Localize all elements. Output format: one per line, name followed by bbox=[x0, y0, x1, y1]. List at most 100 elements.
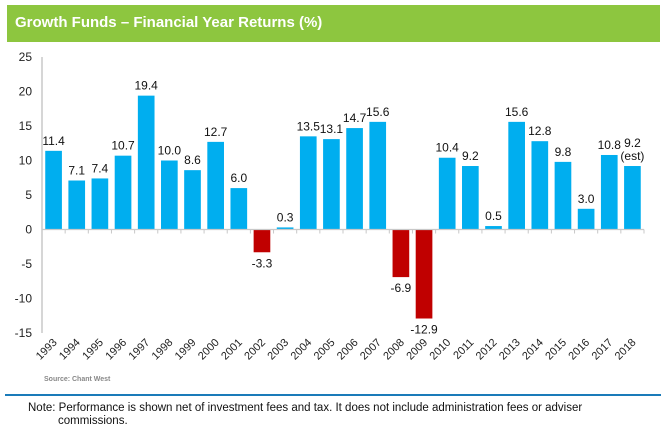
data-label-2009: -12.9 bbox=[410, 323, 438, 337]
y-tick-label: 10 bbox=[19, 154, 33, 168]
data-label-2000: 12.7 bbox=[204, 125, 228, 139]
data-label-2015: 9.8 bbox=[555, 145, 572, 159]
data-label-1998: 10.0 bbox=[158, 144, 182, 158]
y-tick-label: 25 bbox=[19, 50, 33, 64]
bar-1993 bbox=[45, 150, 62, 230]
bar-2014 bbox=[531, 141, 549, 230]
footnote-line-2: commissions. bbox=[58, 415, 128, 427]
footnote-line-1: Note: Performance is shown net of invest… bbox=[28, 402, 583, 414]
bar-2016 bbox=[577, 208, 595, 230]
data-label-2002: -3.3 bbox=[252, 256, 273, 270]
x-tick-label: 2012 bbox=[474, 337, 500, 363]
bar-2010 bbox=[438, 157, 456, 230]
x-tick-label: 1999 bbox=[173, 337, 199, 363]
x-tick-label: 2010 bbox=[428, 337, 454, 363]
bar-2017 bbox=[600, 154, 618, 230]
data-label-1994: 7.1 bbox=[68, 164, 85, 178]
x-tick-label: 1993 bbox=[34, 337, 60, 363]
chart-title: Growth Funds – Financial Year Returns (%… bbox=[15, 14, 323, 31]
x-tick-label: 2014 bbox=[520, 337, 546, 363]
data-label-2018: 9.2 bbox=[624, 136, 641, 150]
x-tick-label: 1996 bbox=[103, 337, 129, 363]
data-label-1993: 11.4 bbox=[42, 134, 65, 148]
data-label-2011: 9.2 bbox=[462, 149, 479, 163]
data-label-1996: 10.7 bbox=[111, 139, 135, 153]
x-tick-label: 2000 bbox=[196, 337, 222, 363]
bar-2003 bbox=[276, 227, 294, 230]
x-tick-label: 2001 bbox=[219, 337, 245, 363]
x-tick-label: 2004 bbox=[289, 337, 315, 363]
x-tick-label: 2017 bbox=[590, 337, 616, 363]
y-tick-label: -5 bbox=[21, 257, 32, 271]
bar-2001 bbox=[230, 188, 248, 230]
bars bbox=[45, 95, 641, 319]
bar-1995 bbox=[91, 178, 109, 230]
x-axis-tick-labels: 1993199419951996199719981999200020012002… bbox=[34, 337, 639, 363]
data-label-2006: 14.7 bbox=[343, 111, 367, 125]
data-label-2014: 12.8 bbox=[528, 124, 552, 138]
x-tick-label: 2002 bbox=[242, 337, 268, 363]
x-tick-label: 1994 bbox=[57, 337, 83, 363]
footnote: Note: Performance is shown net of invest… bbox=[28, 402, 638, 428]
y-tick-label: -15 bbox=[15, 326, 33, 340]
x-tick-label: 2011 bbox=[451, 337, 476, 362]
x-tick-label: 2007 bbox=[358, 337, 384, 363]
bar-chart: 25 20 15 10 5 0 -5 -10 -15 11.4 7.1 7.410.7 19.4 10.… bbox=[15, 50, 645, 363]
data-label-2008: -6.9 bbox=[391, 281, 412, 295]
x-tick-label: 2016 bbox=[566, 337, 592, 363]
x-tick-label: 1995 bbox=[80, 337, 106, 363]
y-axis-ticks: 25 20 15 10 5 0 -5 -10 -15 bbox=[15, 50, 43, 340]
data-label-1999: 8.6 bbox=[184, 153, 201, 167]
data-label-2010: 10.4 bbox=[436, 141, 460, 155]
bar-2007 bbox=[369, 121, 387, 230]
bar-2018 bbox=[624, 166, 641, 230]
x-tick-label: 2005 bbox=[312, 337, 338, 363]
x-tick-label: 1998 bbox=[150, 337, 176, 363]
data-label-2012: 0.5 bbox=[485, 209, 502, 223]
bar-1999 bbox=[184, 170, 201, 230]
bar-2004 bbox=[299, 136, 317, 230]
y-tick-label: -10 bbox=[15, 292, 33, 306]
data-label-2013: 15.6 bbox=[505, 105, 529, 119]
data-label-2004: 13.5 bbox=[297, 119, 321, 133]
x-tick-label: 2018 bbox=[613, 337, 639, 363]
bar-2002 bbox=[253, 229, 271, 253]
bar-2011 bbox=[462, 166, 479, 230]
bar-1996 bbox=[114, 155, 132, 230]
y-tick-label: 5 bbox=[25, 188, 32, 202]
bar-1998 bbox=[161, 160, 178, 230]
chart-header: Growth Funds – Financial Year Returns (%… bbox=[7, 5, 660, 42]
source-note: Source: Chant West bbox=[44, 376, 111, 383]
x-tick-label: 2008 bbox=[381, 337, 407, 363]
y-tick-label: 0 bbox=[25, 223, 32, 237]
bar-1997 bbox=[137, 95, 155, 230]
bar-2013 bbox=[508, 121, 525, 230]
data-label-2001: 6.0 bbox=[230, 171, 247, 185]
x-tick-label: 2003 bbox=[265, 337, 291, 363]
x-tick-label: 2013 bbox=[497, 337, 523, 363]
x-tick-label: 2006 bbox=[335, 337, 361, 363]
data-label-1995: 7.4 bbox=[92, 161, 109, 175]
y-tick-label: 20 bbox=[19, 85, 33, 99]
data-label-2017: 10.8 bbox=[598, 138, 622, 152]
bar-2005 bbox=[323, 139, 340, 230]
data-label-2003: 0.3 bbox=[277, 210, 294, 224]
data-label-2016: 3.0 bbox=[578, 192, 595, 206]
y-tick-label: 15 bbox=[19, 119, 33, 133]
bar-2012 bbox=[485, 226, 502, 230]
annotation-est: (est) bbox=[620, 149, 644, 163]
divider bbox=[5, 394, 661, 396]
bar-2008 bbox=[392, 229, 410, 278]
data-label-1997: 19.4 bbox=[135, 79, 159, 93]
bar-2015 bbox=[554, 161, 572, 230]
data-label-2005: 13.1 bbox=[320, 122, 344, 136]
x-tick-label: 1997 bbox=[127, 337, 153, 363]
data-labels: 11.4 7.1 7.410.7 19.4 10.08.612.7 6.0 -3.3 0.3 1… bbox=[42, 79, 644, 337]
x-axis bbox=[41, 228, 645, 234]
bar-2009 bbox=[415, 229, 433, 319]
bar-1994 bbox=[68, 180, 86, 230]
bar-2000 bbox=[207, 141, 224, 230]
data-label-2007: 15.6 bbox=[366, 105, 390, 119]
x-tick-label: 2009 bbox=[404, 337, 430, 363]
bar-2006 bbox=[346, 128, 363, 230]
